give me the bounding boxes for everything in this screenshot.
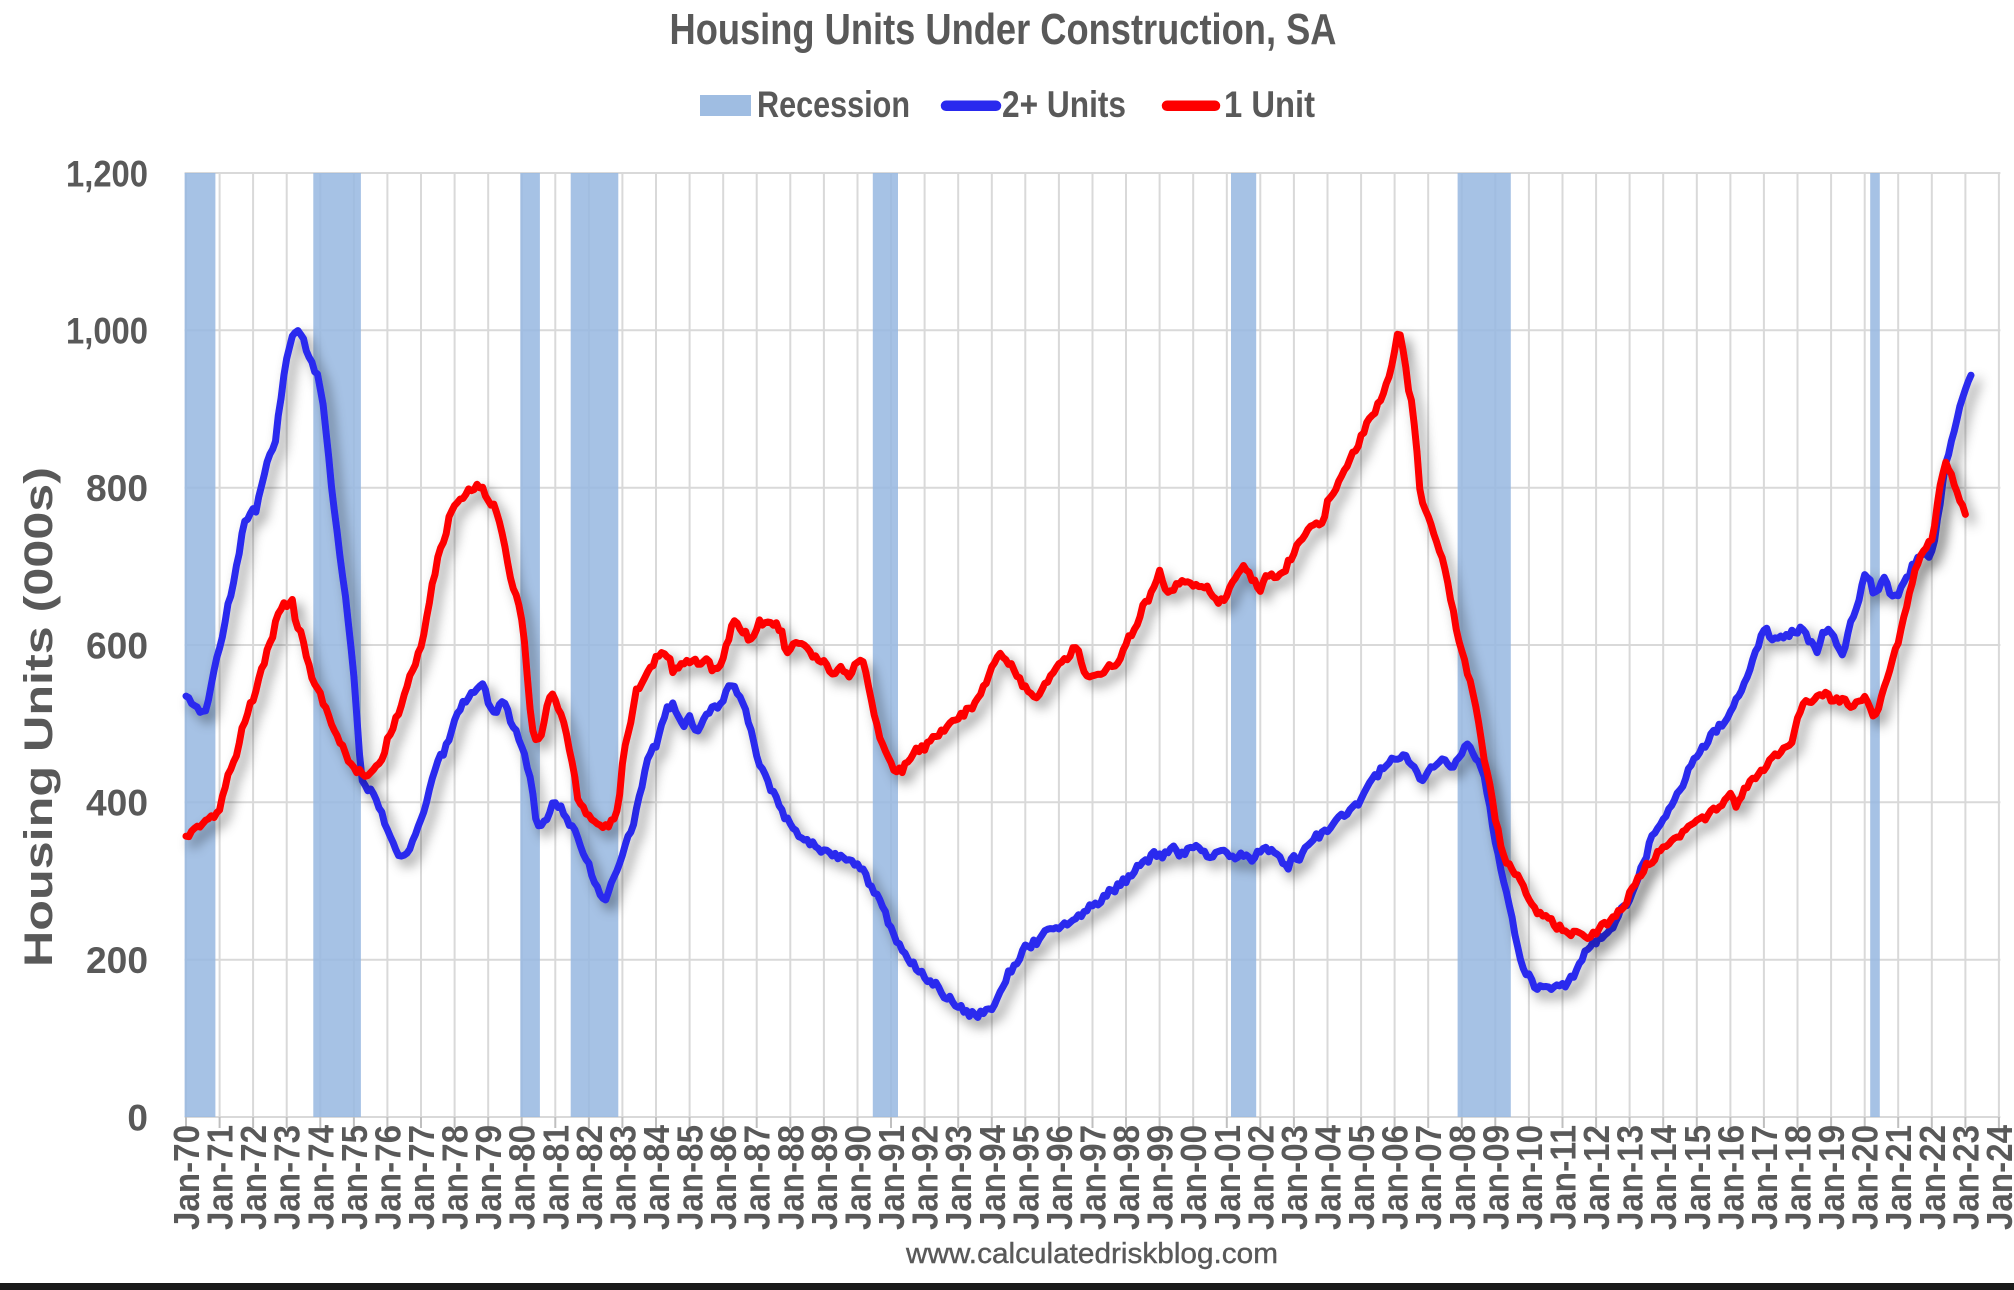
svg-text:Jan-01: Jan-01: [1207, 1125, 1248, 1230]
svg-text:Jan-06: Jan-06: [1375, 1125, 1416, 1230]
svg-text:Jan-18: Jan-18: [1778, 1125, 1819, 1230]
svg-text:Jan-24: Jan-24: [1979, 1124, 2014, 1230]
svg-text:Jan-19: Jan-19: [1811, 1125, 1852, 1230]
svg-text:Jan-71: Jan-71: [200, 1125, 241, 1230]
svg-text:Jan-11: Jan-11: [1543, 1125, 1584, 1230]
svg-text:Jan-80: Jan-80: [502, 1125, 543, 1230]
svg-text:Jan-79: Jan-79: [468, 1125, 509, 1230]
svg-text:Jan-03: Jan-03: [1274, 1125, 1315, 1230]
svg-text:Jan-21: Jan-21: [1878, 1125, 1919, 1230]
svg-text:Jan-73: Jan-73: [267, 1125, 308, 1230]
svg-text:Jan-16: Jan-16: [1710, 1125, 1751, 1230]
svg-text:Jan-95: Jan-95: [1005, 1125, 1046, 1230]
svg-text:Jan-10: Jan-10: [1509, 1125, 1550, 1230]
svg-text:Jan-00: Jan-00: [1173, 1125, 1214, 1230]
svg-text:2+ Units: 2+ Units: [1002, 84, 1126, 125]
svg-text:1,200: 1,200: [66, 153, 148, 194]
svg-text:600: 600: [86, 625, 148, 666]
svg-text:Jan-88: Jan-88: [770, 1125, 811, 1230]
svg-text:1 Unit: 1 Unit: [1224, 84, 1315, 125]
svg-text:Jan-92: Jan-92: [905, 1125, 946, 1230]
svg-text:Jan-86: Jan-86: [703, 1125, 744, 1230]
svg-text:Jan-90: Jan-90: [838, 1125, 879, 1230]
svg-text:Jan-94: Jan-94: [972, 1124, 1013, 1230]
svg-text:Jan-07: Jan-07: [1408, 1125, 1449, 1230]
svg-text:Jan-14: Jan-14: [1643, 1124, 1684, 1230]
svg-text:Jan-12: Jan-12: [1576, 1125, 1617, 1230]
svg-text:Jan-05: Jan-05: [1341, 1125, 1382, 1230]
svg-text:Jan-84: Jan-84: [636, 1124, 677, 1230]
svg-text:Jan-20: Jan-20: [1845, 1125, 1886, 1230]
svg-text:1,000: 1,000: [66, 311, 148, 352]
svg-text:Jan-98: Jan-98: [1106, 1125, 1147, 1230]
svg-text:Jan-72: Jan-72: [233, 1125, 274, 1230]
svg-text:800: 800: [86, 468, 148, 509]
svg-text:Jan-76: Jan-76: [367, 1125, 408, 1230]
svg-text:Jan-70: Jan-70: [166, 1125, 207, 1230]
svg-text:Jan-85: Jan-85: [670, 1125, 711, 1230]
svg-text:Jan-89: Jan-89: [804, 1125, 845, 1230]
svg-text:Jan-96: Jan-96: [1039, 1125, 1080, 1230]
svg-text:Jan-97: Jan-97: [1073, 1125, 1114, 1230]
svg-text:Jan-22: Jan-22: [1912, 1125, 1953, 1230]
svg-text:Jan-08: Jan-08: [1442, 1125, 1483, 1230]
svg-text:200: 200: [86, 940, 148, 981]
svg-text:Jan-77: Jan-77: [401, 1125, 442, 1230]
svg-text:Jan-82: Jan-82: [569, 1125, 610, 1230]
svg-text:Jan-13: Jan-13: [1610, 1125, 1651, 1230]
svg-text:Jan-99: Jan-99: [1140, 1125, 1181, 1230]
svg-text:0: 0: [127, 1097, 148, 1138]
svg-text:Jan-78: Jan-78: [435, 1125, 476, 1230]
svg-text:Jan-83: Jan-83: [602, 1125, 643, 1230]
svg-text:Jan-02: Jan-02: [1240, 1125, 1281, 1230]
svg-text:Jan-87: Jan-87: [737, 1125, 778, 1230]
svg-text:Jan-15: Jan-15: [1677, 1125, 1718, 1230]
svg-text:www.calculatedriskblog.com: www.calculatedriskblog.com: [905, 1238, 1278, 1270]
svg-text:Jan-93: Jan-93: [938, 1125, 979, 1230]
svg-text:Housing Units Under Constructi: Housing Units Under Construction, SA: [670, 5, 1337, 54]
svg-text:Jan-17: Jan-17: [1744, 1125, 1785, 1230]
svg-text:400: 400: [86, 783, 148, 824]
svg-text:Housing Units (000s): Housing Units (000s): [17, 467, 61, 967]
svg-text:Jan-04: Jan-04: [1308, 1124, 1349, 1230]
svg-text:Recession: Recession: [757, 84, 910, 125]
svg-text:Jan-81: Jan-81: [535, 1125, 576, 1230]
svg-text:Jan-74: Jan-74: [300, 1124, 341, 1230]
svg-text:Jan-75: Jan-75: [334, 1125, 375, 1230]
svg-text:Jan-23: Jan-23: [1945, 1125, 1986, 1230]
svg-text:Jan-09: Jan-09: [1475, 1125, 1516, 1230]
svg-text:Jan-91: Jan-91: [871, 1125, 912, 1230]
